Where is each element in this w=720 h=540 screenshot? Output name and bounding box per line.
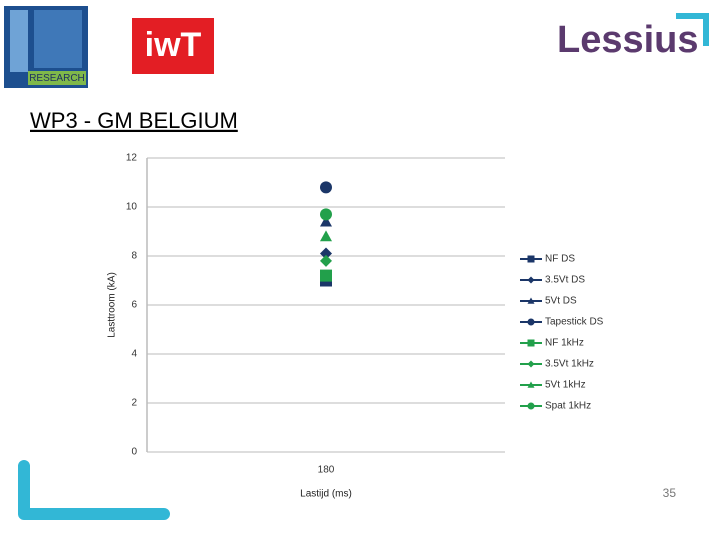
logo-ibs-bar — [10, 10, 28, 72]
legend-marker — [527, 381, 535, 388]
legend-label: Spat 1kHz — [545, 401, 591, 412]
legend-marker — [527, 297, 535, 304]
x-tick-label: 180 — [318, 465, 335, 476]
legend-marker — [527, 339, 535, 347]
logo-iwt-text: iwT — [145, 26, 202, 64]
y-tick-label: 10 — [126, 202, 138, 213]
y-tick-label: 12 — [126, 153, 138, 164]
legend-marker — [527, 360, 535, 368]
data-point — [320, 230, 332, 242]
y-tick-label: 6 — [131, 300, 137, 311]
legend-marker — [527, 255, 535, 263]
legend-label: Tapestick DS — [545, 317, 604, 328]
legend-marker — [527, 318, 535, 326]
data-point — [320, 181, 332, 194]
legend-label: NF 1kHz — [545, 338, 584, 349]
x-axis-label: Lastijd (ms) — [300, 489, 352, 500]
data-point — [320, 208, 332, 221]
data-point — [320, 247, 332, 260]
legend-label: 5Vt 1kHz — [545, 380, 586, 391]
legend-marker — [527, 276, 535, 284]
y-tick-label: 2 — [131, 398, 137, 409]
logo-ibs-text: RESEARCH — [29, 73, 85, 84]
legend-label: 3.5Vt DS — [545, 275, 585, 286]
logo-ibs-block — [34, 10, 82, 68]
logo-iwt — [132, 18, 214, 74]
legend-label: 5Vt DS — [545, 296, 577, 307]
legend-label: NF DS — [545, 254, 575, 265]
data-point — [320, 254, 332, 267]
page-number: 35 — [663, 486, 677, 500]
data-point — [320, 215, 332, 227]
logo-ibs-band — [28, 71, 86, 85]
corner-bracket — [18, 460, 170, 520]
logo-lessius: Lessius — [557, 19, 699, 61]
logo-bracket — [676, 13, 709, 46]
y-axis-label: Lasttroom (kA) — [107, 272, 118, 338]
y-tick-label: 0 — [131, 447, 137, 458]
data-point — [320, 269, 332, 282]
legend-marker — [527, 402, 535, 410]
legend-label: 3.5Vt 1kHz — [545, 359, 594, 370]
y-tick-label: 4 — [131, 349, 137, 360]
slide-heading: WP3 - GM BELGIUM — [30, 108, 238, 133]
y-tick-label: 8 — [131, 251, 137, 262]
